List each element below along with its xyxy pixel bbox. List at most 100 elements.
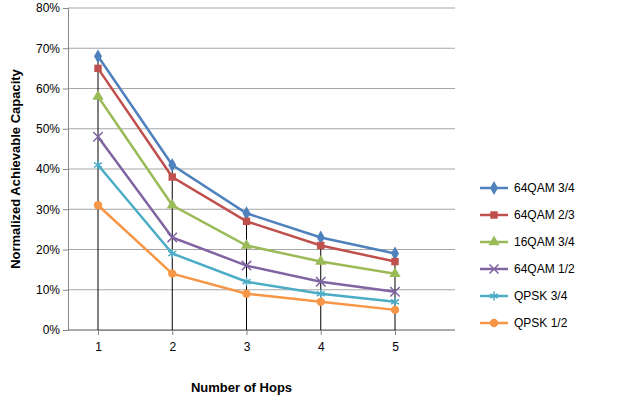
y-tick-mark <box>63 48 68 49</box>
plot-baseline <box>68 330 455 331</box>
y-tick: 0% <box>43 323 68 337</box>
y-tick: 60% <box>36 82 68 96</box>
series-marker <box>169 173 176 180</box>
series-marker <box>94 160 102 169</box>
legend: 64QAM 3/4 64QAM 2/3 16QAM 3/4 64QAM 1/2 QPSK… <box>480 181 575 330</box>
series-marker <box>391 306 399 314</box>
series-marker <box>390 287 399 296</box>
x-tick-mark <box>98 330 99 335</box>
series-marker <box>242 277 250 286</box>
legend-item: 64QAM 1/2 <box>480 262 575 276</box>
y-tick-label: 0% <box>43 323 61 337</box>
series-marker <box>317 289 325 298</box>
grid-line <box>68 209 455 210</box>
y-tick-mark <box>63 89 68 90</box>
y-tick-mark <box>63 169 68 170</box>
x-tick-label: 3 <box>244 340 251 354</box>
legend-label: 16QAM 3/4 <box>514 235 575 249</box>
legend-item: 64QAM 2/3 <box>480 208 575 222</box>
y-tick-mark <box>63 330 68 331</box>
y-tick: 70% <box>36 42 68 56</box>
series-marker <box>94 201 102 209</box>
x-tick: 3 <box>244 330 251 354</box>
y-tick-mark <box>63 250 68 251</box>
grid-line <box>68 8 455 9</box>
legend-marker <box>490 211 497 218</box>
series-line <box>98 205 395 310</box>
x-tick-mark <box>172 330 173 335</box>
x-axis-line <box>99 331 396 336</box>
x-tick-label: 5 <box>392 340 399 354</box>
x-tick-mark <box>247 330 248 335</box>
chart: 0%10%20%30%40%50%60%70%80%12345Number of… <box>0 0 637 402</box>
legend-marker <box>488 235 499 245</box>
y-tick-mark <box>63 129 68 130</box>
y-tick-label: 60% <box>36 82 60 96</box>
grid-line <box>68 330 455 331</box>
x-tick-mark <box>321 330 322 335</box>
legend-marker <box>490 181 498 195</box>
y-tick-label: 30% <box>36 203 60 217</box>
y-tick: 80% <box>36 1 68 15</box>
grid-line <box>68 128 455 129</box>
series-marker <box>168 269 176 277</box>
y-tick: 30% <box>36 203 68 217</box>
series-marker <box>242 261 251 270</box>
y-tick-label: 40% <box>36 162 60 176</box>
y-tick-label: 10% <box>36 283 60 297</box>
series-marker <box>317 298 325 306</box>
y-tick-label: 20% <box>36 243 60 257</box>
y-axis: 0% 10% 20% 30% 40% 50% 60% 70% 80% <box>36 1 69 337</box>
legend-label: 64QAM 2/3 <box>514 208 575 222</box>
grid-line <box>68 88 455 89</box>
series-marker <box>93 132 102 141</box>
y-tick: 40% <box>36 162 68 176</box>
series-marker <box>241 239 252 249</box>
series-marker <box>391 297 399 306</box>
legend-item: 16QAM 3/4 <box>480 235 575 249</box>
legend-item: 64QAM 3/4 <box>480 181 575 195</box>
series-marker <box>168 233 177 242</box>
y-tick-mark <box>63 290 68 291</box>
series-line <box>98 165 395 302</box>
legend-marker <box>489 264 498 273</box>
y-axis-title: Normalized Achievable Capacity <box>8 68 23 268</box>
legend-label: 64QAM 3/4 <box>514 181 575 195</box>
legend-item: QPSK 1/2 <box>480 316 568 330</box>
legend-label: 64QAM 1/2 <box>514 262 575 276</box>
legend-label: QPSK 3/4 <box>514 289 568 303</box>
series-marker <box>389 267 400 277</box>
y-tick: 50% <box>36 122 68 136</box>
series-marker <box>92 90 103 100</box>
series-line <box>98 68 395 261</box>
x-tick-label: 4 <box>318 340 325 354</box>
y-tick: 10% <box>36 283 68 297</box>
legend-marker <box>490 292 498 301</box>
x-tick: 5 <box>392 330 399 354</box>
grid <box>68 8 455 330</box>
y-tick-mark <box>63 209 68 210</box>
series-marker <box>94 49 102 63</box>
drop-line <box>172 165 173 330</box>
series-marker <box>243 218 250 225</box>
x-axis-title: Number of Hops <box>191 380 292 395</box>
series-line <box>98 137 395 292</box>
series-marker <box>391 258 398 265</box>
x-tick-label: 2 <box>169 340 176 354</box>
series-line <box>98 56 395 253</box>
y-tick-label: 50% <box>36 122 60 136</box>
series-marker <box>168 158 176 172</box>
series-marker <box>167 199 178 209</box>
plot-area <box>92 49 400 330</box>
x-tick: 4 <box>318 330 325 354</box>
series-marker <box>316 277 325 286</box>
grid-line <box>68 48 455 49</box>
x-tick-mark <box>395 330 396 335</box>
x-tick: 2 <box>169 330 176 354</box>
drop-line <box>320 237 321 330</box>
legend-marker <box>490 319 498 327</box>
y-tick-mark <box>63 8 68 9</box>
legend-item: QPSK 3/4 <box>480 289 568 303</box>
grid-line <box>68 169 455 170</box>
drop-line <box>246 213 247 330</box>
